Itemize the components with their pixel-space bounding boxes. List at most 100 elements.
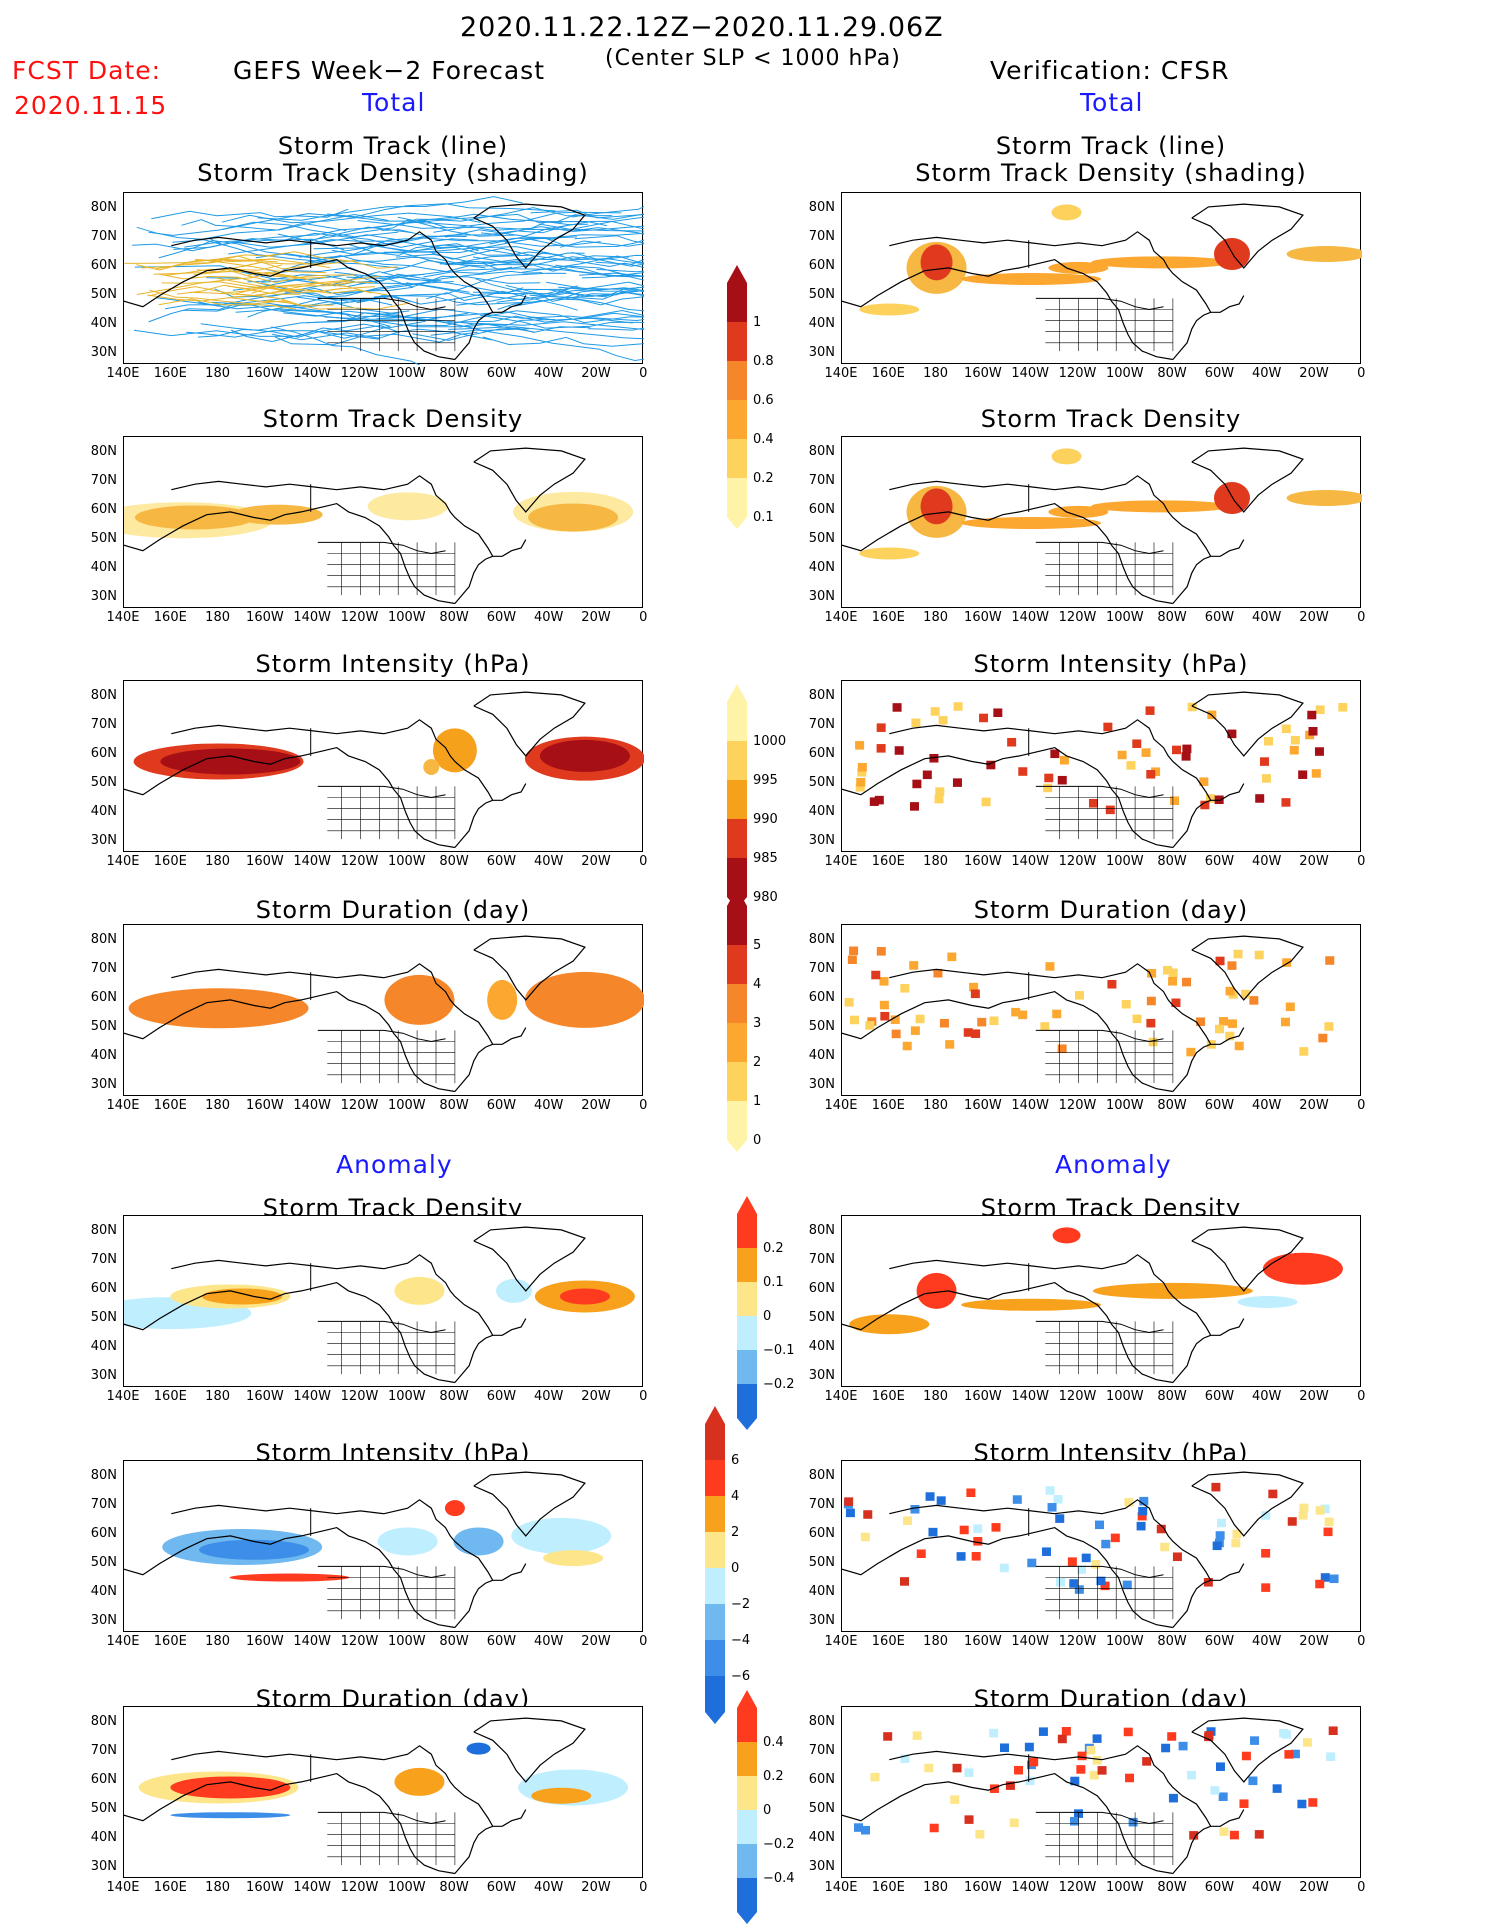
map-canvas: [842, 935, 1335, 1093]
lon-tick-label: 140W: [293, 366, 332, 381]
lon-tick-label: 180: [205, 1880, 230, 1895]
lon-tick-label: 100W: [387, 1634, 426, 1649]
lon-tick-label: 140E: [106, 1098, 140, 1113]
lon-tick-label: 180: [923, 1098, 948, 1113]
colorbar-label: 0: [763, 1309, 772, 1324]
lon-tick-label: 160W: [246, 1634, 284, 1649]
colorbar-label: 2: [731, 1525, 740, 1540]
map-canvas: [842, 447, 1362, 605]
lat-tick-label: 70N: [90, 1743, 117, 1758]
lat-tick-label: 40N: [808, 1048, 835, 1063]
lon-tick-label: 60W: [1204, 1634, 1235, 1649]
lon-tick-label: 160E: [871, 610, 905, 625]
lon-tick-label: 140E: [824, 854, 858, 869]
lon-tick-label: 0: [1357, 1098, 1366, 1113]
lat-tick-label: 30N: [808, 1368, 835, 1383]
lon-tick-label: 120W: [1058, 1098, 1097, 1113]
lat-tick-label: 80N: [90, 200, 117, 215]
lat-tick-label: 60N: [90, 1281, 117, 1296]
lon-tick-label: 40W: [1251, 366, 1282, 381]
lat-tick-label: 70N: [808, 1252, 835, 1267]
lon-tick-label: 40W: [533, 366, 564, 381]
lon-tick-label: 180: [923, 366, 948, 381]
lat-tick-label: 50N: [808, 287, 835, 302]
lat-tick-label: 70N: [808, 717, 835, 732]
map-panel-p-r7: [841, 1706, 1361, 1878]
lat-tick-label: 40N: [808, 316, 835, 331]
lon-tick-label: 60W: [1204, 1389, 1235, 1404]
colorbar-label: −2: [731, 1597, 751, 1612]
lat-tick-label: 30N: [90, 589, 117, 604]
lon-tick-label: 80W: [1157, 1098, 1187, 1113]
map-canvas: [124, 1717, 629, 1875]
map-panel-p-r4: [841, 924, 1361, 1096]
lat-tick-label: 30N: [808, 1613, 835, 1628]
lat-tick-label: 70N: [808, 1743, 835, 1758]
lat-tick-label: 30N: [90, 1368, 117, 1383]
lat-tick-label: 70N: [90, 473, 117, 488]
map-panel-p-r6: [841, 1460, 1361, 1632]
lon-tick-label: 140W: [1011, 1389, 1050, 1404]
lon-tick-label: 140E: [824, 1098, 858, 1113]
lon-tick-label: 120W: [1058, 1634, 1097, 1649]
lon-tick-label: 20W: [581, 1880, 611, 1895]
lon-tick-label: 100W: [387, 1389, 426, 1404]
lat-tick-label: 80N: [808, 932, 835, 947]
lat-tick-label: 30N: [90, 1859, 117, 1874]
lat-tick-label: 50N: [90, 1555, 117, 1570]
lon-tick-label: 140W: [1011, 854, 1050, 869]
colorbar-label: 2: [753, 1055, 762, 1070]
lon-tick-label: 120W: [340, 1389, 379, 1404]
lat-tick-label: 40N: [90, 560, 117, 575]
lon-tick-label: 140W: [1011, 1880, 1050, 1895]
lon-tick-label: 140W: [293, 1634, 332, 1649]
map-panel-p-l5: [123, 1215, 643, 1387]
lat-tick-label: 30N: [808, 833, 835, 848]
lon-tick-label: 0: [1357, 1880, 1366, 1895]
lat-tick-label: 80N: [90, 1223, 117, 1238]
colorbar-duration-total: 5 4 3 2 1 0: [725, 888, 761, 1156]
right-title-track-line: Storm Track (line): [995, 132, 1227, 160]
colorbar-label: −0.2: [763, 1377, 795, 1392]
lon-tick-label: 120W: [1058, 1389, 1097, 1404]
lon-tick-label: 100W: [387, 366, 426, 381]
lat-tick-label: 40N: [808, 1339, 835, 1354]
lon-tick-label: 160W: [964, 366, 1002, 381]
map-canvas: [124, 1471, 612, 1629]
left-anomaly-label: Anomaly: [336, 1150, 453, 1179]
lat-tick-label: 60N: [808, 1526, 835, 1541]
lon-tick-label: 40W: [533, 1880, 564, 1895]
left-title-intensity: Storm Intensity (hPa): [255, 650, 531, 678]
colorbar-label: 985: [753, 851, 778, 866]
fcst-date: 2020.11.15: [14, 91, 168, 120]
lon-tick-label: 0: [1357, 366, 1366, 381]
lat-tick-label: 40N: [90, 316, 117, 331]
lon-tick-label: 120W: [340, 610, 379, 625]
map-panel-p-l3: [123, 680, 644, 852]
lon-tick-label: 160E: [153, 854, 187, 869]
lat-tick-label: 40N: [90, 1584, 117, 1599]
lon-tick-label: 80W: [439, 1098, 469, 1113]
lon-tick-label: 160W: [964, 1098, 1002, 1113]
map-panel-p-r3: [841, 680, 1361, 852]
lat-tick-label: 50N: [808, 1801, 835, 1816]
colorbar-label: 1000: [753, 734, 787, 749]
map-panel-p-l6: [123, 1460, 643, 1632]
lon-tick-label: 60W: [1204, 1098, 1235, 1113]
right-title-intensity: Storm Intensity (hPa): [973, 650, 1249, 678]
colorbar-label: 0.4: [753, 432, 774, 447]
lon-tick-label: 20W: [581, 1098, 611, 1113]
left-title-track-line: Storm Track (line): [277, 132, 509, 160]
colorbar-label: 0.8: [753, 354, 774, 369]
lat-tick-label: 30N: [90, 345, 117, 360]
lon-tick-label: 20W: [1299, 1880, 1329, 1895]
colorbar-label: 5: [753, 938, 762, 953]
lat-tick-label: 80N: [90, 444, 117, 459]
colorbar-label: 0.1: [763, 1275, 784, 1290]
lon-tick-label: 120W: [340, 366, 379, 381]
lon-tick-label: 60W: [1204, 366, 1235, 381]
lat-tick-label: 50N: [808, 775, 835, 790]
colorbar-label: 3: [753, 1016, 762, 1031]
colorbar-label: −0.2: [763, 1837, 795, 1852]
lon-tick-label: 160W: [246, 610, 284, 625]
